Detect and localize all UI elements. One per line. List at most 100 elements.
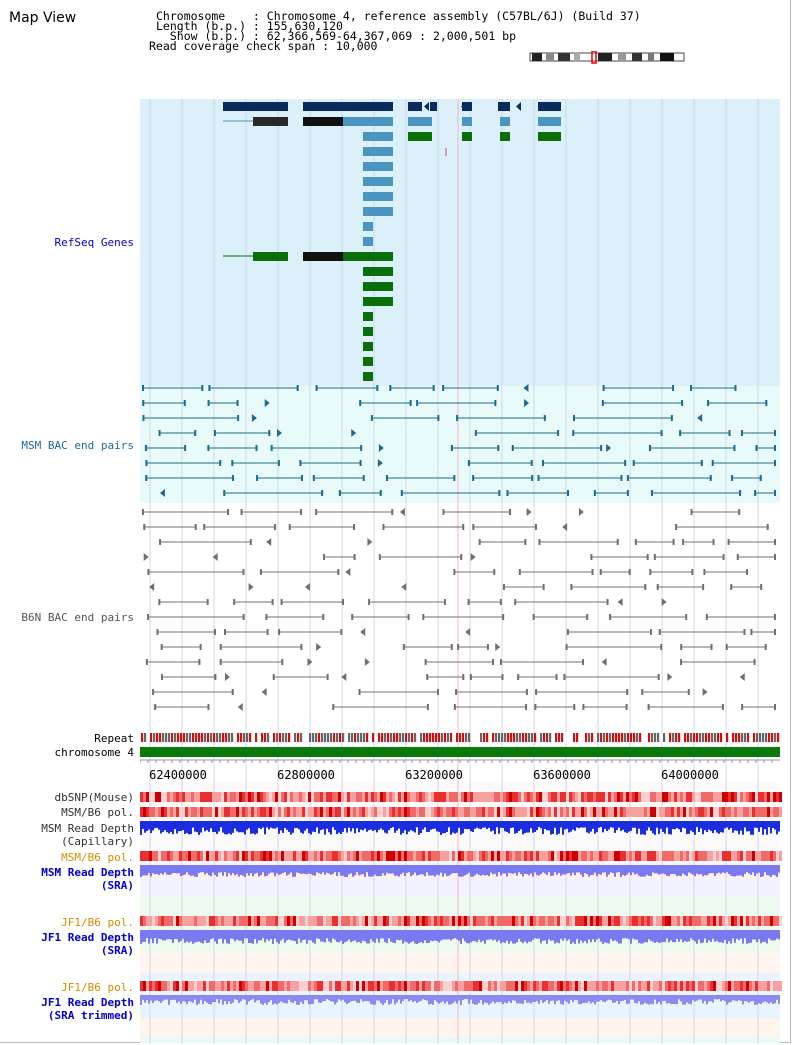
dbsnp-strip	[464, 792, 467, 802]
msm-bac-pair-end	[142, 385, 145, 391]
track-label-refseq[interactable]: RefSeq Genes	[54, 236, 134, 249]
track-label-msm-read-depth-capillary[interactable]: MSM Read Depth	[41, 822, 134, 835]
msm-depth-sra-bar	[748, 865, 750, 874]
jf1-depth-sra-bar	[686, 930, 688, 942]
b6n-bac-pair-end	[721, 704, 724, 710]
msm-bac-pair-end	[142, 400, 145, 406]
b6n-bac-pair-end	[142, 509, 145, 515]
repeat-segment	[297, 733, 300, 742]
jf1-b6-pol-trim-strip	[527, 981, 530, 991]
jf1-depth-trim-bar	[198, 995, 200, 1004]
jf1-depth-trim-bar	[380, 995, 382, 1004]
jf1-depth-sra-bar	[260, 930, 262, 941]
repeat-segment	[732, 733, 735, 742]
track-label-jf1-b6-pol-1[interactable]: JF1/B6 pol.	[61, 916, 134, 929]
jf1-b6-pol-trim-strip	[776, 981, 779, 991]
msm-depth-capillary-bar	[606, 821, 608, 831]
msm-b6-pol-sra-strip	[155, 851, 158, 861]
jf1-depth-sra-bar	[608, 930, 610, 944]
track-label-msm-bac[interactable]: MSM BAC end pairs	[21, 439, 134, 452]
msm-depth-capillary-bar	[250, 821, 252, 834]
repeat-segment	[225, 733, 228, 742]
track-label-jf1-b6-pol-2[interactable]: JF1/B6 pol.	[61, 981, 134, 994]
dbsnp-strip	[527, 792, 530, 802]
msm-depth-sra-bar	[646, 865, 648, 875]
track-label-jf1-read-depth[interactable]: JF1 Read Depth	[41, 931, 134, 944]
track-canvas[interactable]: 62400000 62800000 63200000 63600000 64000000	[140, 99, 785, 1044]
jf1-depth-trim-bar	[504, 995, 506, 1003]
jf1-b6-pol-strip	[764, 916, 767, 926]
msm-b6-pol-strip	[431, 807, 434, 817]
jf1-b6-pol-trim-strip	[566, 981, 569, 991]
msm-depth-sra-bar	[376, 865, 378, 877]
jf1-depth-sra-bar	[666, 930, 668, 939]
msm-depth-capillary-bar	[140, 821, 142, 835]
track-label-b6n-bac[interactable]: B6N BAC end pairs	[21, 611, 134, 624]
jf1-depth-sra-bar	[776, 930, 778, 939]
msm-depth-capillary-bar	[440, 821, 442, 835]
jf1-depth-trim-bar	[494, 995, 496, 1004]
msm-b6-pol-sra-strip	[647, 851, 650, 861]
dbsnp-strip	[203, 792, 206, 802]
repeat-segment	[519, 733, 522, 742]
msm-b6-pol-strip	[302, 807, 305, 817]
msm-depth-sra-bar	[708, 865, 710, 874]
msm-depth-capillary-bar	[328, 821, 330, 833]
msm-b6-pol-sra-strip	[614, 851, 617, 861]
track-label-jf1-read-depth-trimmed[interactable]: JF1 Read Depth	[41, 996, 134, 1009]
jf1-b6-pol-trim-strip	[608, 981, 611, 991]
msm-b6-pol-sra-strip	[545, 851, 548, 861]
dbsnp-strip	[665, 792, 668, 802]
msm-depth-capillary-bar	[186, 821, 188, 833]
jf1-depth-sra-bar	[496, 930, 498, 942]
msm-b6-pol-sra-strip	[452, 851, 455, 861]
repeat-segment	[675, 733, 678, 742]
chromosome-ideogram[interactable]	[528, 51, 688, 65]
msm-depth-capillary-bar	[394, 821, 396, 833]
track-label-msm-b6-pol-1[interactable]: MSM/B6 pol.	[61, 806, 134, 819]
track-label-dbsnp[interactable]: dbSNP(Mouse)	[54, 791, 134, 804]
msm-depth-sra-bar	[464, 865, 466, 876]
jf1-b6-pol-trim-strip	[473, 981, 476, 991]
track-label-msm-read-depth-sra[interactable]: MSM Read Depth	[41, 866, 134, 879]
jf1-depth-trim-bar	[322, 995, 324, 1002]
msm-b6-pol-sra-strip	[278, 851, 281, 861]
repeat-segment	[393, 733, 396, 742]
repeat-segment	[240, 733, 243, 742]
msm-b6-pol-sra-strip	[737, 851, 740, 861]
repeat-segment	[582, 733, 585, 742]
jf1-depth-sra-bar	[762, 930, 764, 942]
jf1-depth-trim-bar	[546, 995, 548, 1000]
msm-b6-pol-strip	[224, 807, 227, 817]
dbsnp-strip	[479, 792, 482, 802]
jf1-depth-trim-bar	[770, 995, 772, 1003]
jf1-depth-trim-bar	[670, 995, 672, 1005]
msm-b6-pol-sra-strip	[446, 851, 449, 861]
jf1-b6-pol-trim-strip	[407, 981, 410, 991]
dbsnp-strip	[152, 792, 155, 802]
jf1-b6-pol-strip	[542, 916, 545, 926]
jf1-b6-pol-strip	[686, 916, 689, 926]
repeat-segment	[531, 733, 534, 742]
msm-depth-capillary-bar	[442, 821, 444, 834]
b6n-bac-pair-end	[159, 539, 162, 545]
repeat-segment	[765, 733, 768, 742]
repeat-segment	[231, 733, 234, 742]
repeat-segment	[345, 733, 348, 742]
msm-b6-pol-strip	[755, 807, 758, 817]
jf1-b6-pol-trim-strip	[197, 981, 200, 991]
msm-b6-pol-sra-strip	[449, 851, 452, 861]
msm-depth-capillary-bar	[480, 821, 482, 830]
b6n-bac-pair-end	[219, 659, 222, 665]
jf1-depth-trim-bar	[716, 995, 718, 1000]
jf1-depth-trim-bar	[406, 995, 408, 1000]
jf1-depth-trim-bar	[570, 995, 572, 1000]
jf1-b6-pol-strip	[341, 916, 344, 926]
jf1-b6-pol-strip	[395, 916, 398, 926]
msm-depth-sra-bar	[548, 865, 550, 873]
msm-depth-capillary-bar	[658, 821, 660, 834]
msm-b6-pol-strip	[290, 807, 293, 817]
track-label-msm-b6-pol-2[interactable]: MSM/B6 pol.	[61, 851, 134, 864]
jf1-b6-pol-trim-strip	[287, 981, 290, 991]
b6n-bac-pair-end	[249, 539, 252, 545]
